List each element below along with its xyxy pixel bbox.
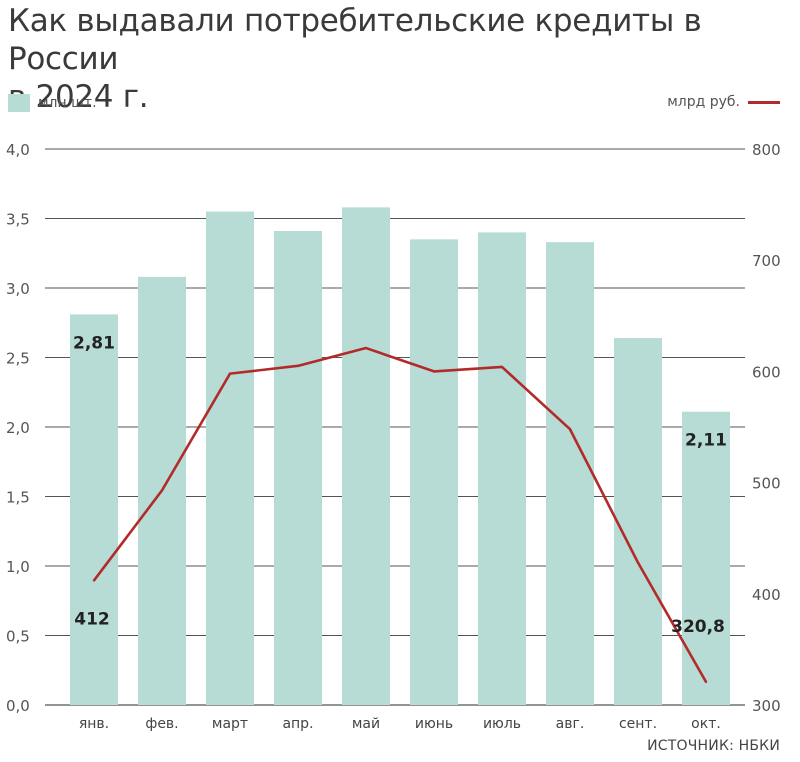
chart-title: Как выдавали потребительские кредиты в Р… — [8, 3, 702, 115]
right-axis-tick-label: 500 — [752, 475, 781, 493]
legend-line-swatch — [748, 100, 780, 104]
x-axis-tick-label: окт. — [691, 716, 721, 732]
bar — [682, 411, 730, 705]
x-axis-tick-label: март — [212, 716, 248, 732]
x-axis-tick-label: авг. — [556, 716, 585, 732]
left-axis-tick-label: 2,5 — [6, 350, 30, 368]
line-point — [432, 370, 436, 373]
left-axis-tick-label: 1,5 — [6, 489, 30, 507]
right-axis-tick-label: 400 — [752, 586, 781, 604]
x-axis-tick-label: май — [352, 716, 380, 732]
left-axis-tick-label: 3,0 — [6, 280, 30, 298]
line-point — [364, 346, 368, 350]
x-axis-tick-label: сент. — [619, 716, 657, 732]
x-axis-tick-label: апр. — [282, 716, 313, 732]
data-label: 2,11 — [685, 431, 727, 451]
legend-line-label: млрд руб. — [667, 94, 740, 110]
line-point — [568, 428, 572, 431]
bar — [546, 242, 594, 705]
line-point — [92, 579, 96, 582]
right-axis-tick-label: 300 — [752, 697, 781, 715]
bar — [70, 314, 118, 705]
line-series — [92, 346, 708, 683]
legend-bar-label: млн шт. — [38, 95, 97, 111]
bar — [274, 231, 322, 705]
x-axis-tick-label: июль — [483, 716, 521, 732]
legend-line: млрд руб. — [667, 94, 780, 110]
line-point — [296, 364, 300, 368]
right-axis-tick-label: 600 — [752, 363, 781, 381]
data-label: 320,8 — [671, 617, 725, 637]
x-axis-tick-label: июнь — [415, 716, 453, 732]
bar — [342, 207, 390, 705]
left-axis-tick-label: 0,5 — [6, 628, 30, 646]
line-point — [228, 372, 232, 375]
left-axis-tick-label: 4,0 — [6, 141, 30, 159]
data-label: 2,81 — [73, 333, 115, 353]
line-point — [704, 680, 708, 684]
left-axis-tick-label: 3,5 — [6, 211, 30, 229]
left-axis-tick-label: 2,0 — [6, 419, 30, 437]
bar — [410, 239, 458, 705]
source-note: ИСТОЧНИК: НБКИ — [647, 738, 780, 754]
line-point — [500, 365, 504, 369]
right-axis-tick-label: 700 — [752, 252, 781, 270]
left-axis-tick-label: 1,0 — [6, 558, 30, 576]
bar — [206, 211, 254, 706]
bar — [478, 232, 526, 705]
right-axis-tick-label: 800 — [752, 141, 781, 159]
legend-bar-swatch — [8, 94, 30, 112]
bar — [614, 338, 662, 705]
left-axis-tick-label: 0,0 — [6, 697, 30, 715]
line-point — [160, 489, 164, 492]
x-axis-tick-label: янв. — [79, 716, 109, 732]
x-axis-tick-label: фев. — [145, 716, 178, 732]
line-point — [636, 561, 640, 564]
data-label: 412 — [74, 609, 110, 629]
legend-bars: млн шт. — [8, 94, 97, 112]
